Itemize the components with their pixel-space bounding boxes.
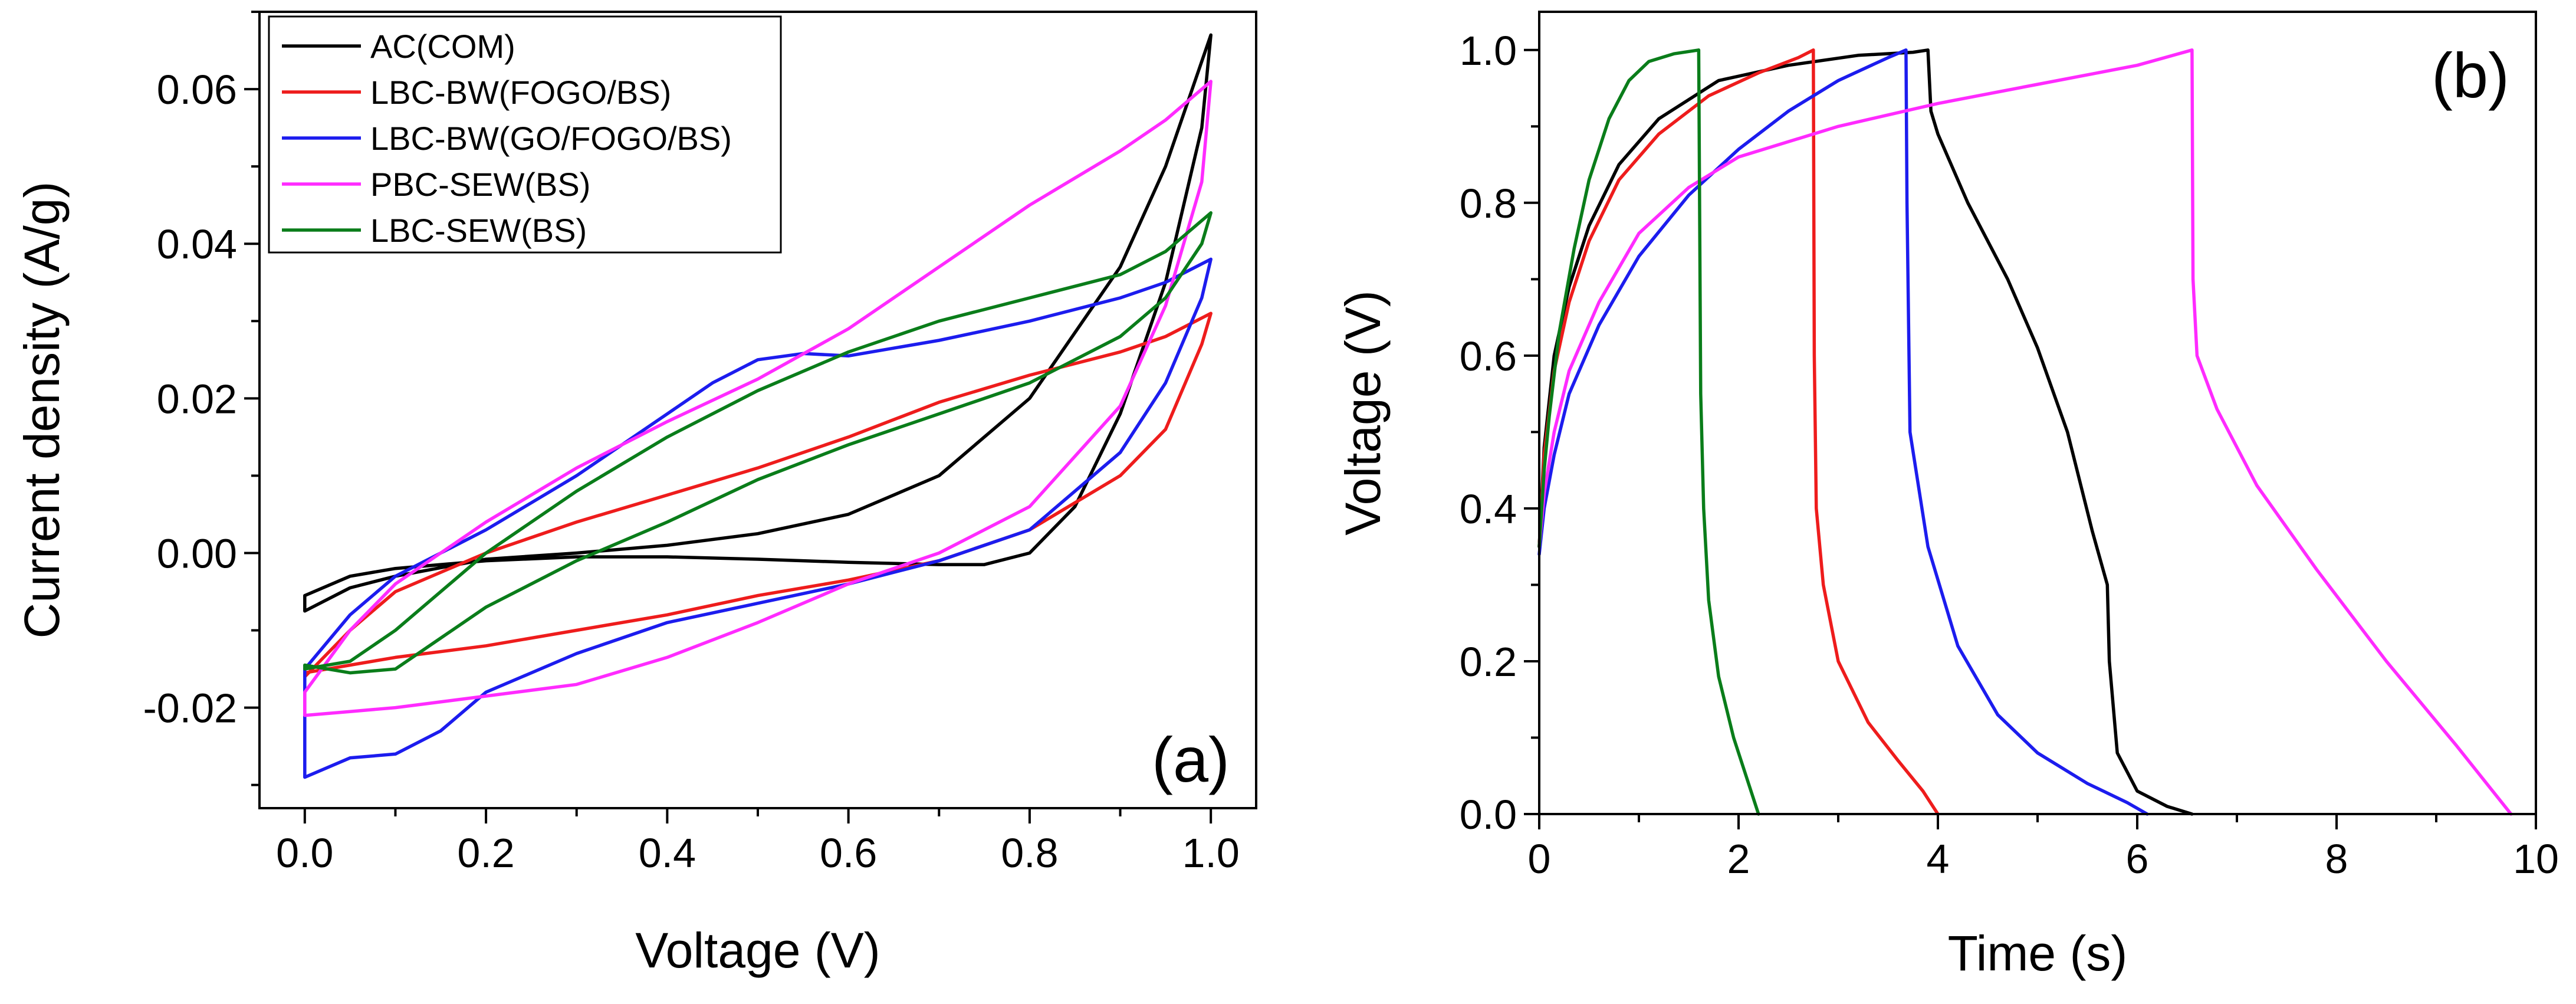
x-tick-label: 10 xyxy=(2513,836,2559,882)
x-tick-label: 0.0 xyxy=(276,830,333,876)
y-tick-label: 0.6 xyxy=(1460,333,1517,379)
x-tick-label: 1.0 xyxy=(1182,830,1240,876)
legend-label: LBC-BW(FOGO/BS) xyxy=(370,74,671,111)
y-tick-label: 0.00 xyxy=(157,530,237,576)
x-tick-label: 0.2 xyxy=(457,830,514,876)
x-tick-label: 0.8 xyxy=(1001,830,1058,876)
panel-b-ticks: 0 2 4 6 8 10 0.0 0.2 0.4 0.6 0.8 1.0 xyxy=(1460,28,2559,882)
series-line-b-3 xyxy=(1537,48,2513,816)
legend-label: LBC-BW(GO/FOGO/BS) xyxy=(370,120,732,157)
series-line-b-2 xyxy=(1537,48,2149,816)
x-tick-label: 4 xyxy=(1927,836,1950,882)
y-tick-label: 0.06 xyxy=(157,67,237,113)
y-tick-label: 0.8 xyxy=(1460,181,1517,227)
panel-b-y-axis-label: Voltage (V) xyxy=(1335,290,1391,536)
panel-b-series-group xyxy=(1537,48,2513,816)
x-tick-label: 2 xyxy=(1727,836,1750,882)
x-tick-label: 0 xyxy=(1528,836,1551,882)
x-tick-label: 6 xyxy=(2126,836,2149,882)
panel-b-galvanostatic-chart: 0 2 4 6 8 10 0.0 0.2 0.4 0.6 0.8 1.0 Time (s) Volta… xyxy=(1335,11,2559,981)
legend-label: LBC-SEW(BS) xyxy=(370,212,587,249)
panel-a-legend: AC(COM) LBC-BW(FOGO/BS) LBC-BW(GO/FOGO/BS)… xyxy=(268,15,782,254)
y-tick-label: -0.02 xyxy=(143,685,237,731)
series-line-a-4 xyxy=(303,211,1213,675)
legend-frame xyxy=(268,15,782,254)
series-line-b-1 xyxy=(1537,48,1940,816)
y-tick-label: 0.2 xyxy=(1460,639,1517,685)
x-tick-label: 0.4 xyxy=(639,830,696,876)
panel-a-y-axis-label: Current density (A/g) xyxy=(14,182,70,639)
series-line-a-1 xyxy=(303,311,1213,678)
x-tick-label: 0.6 xyxy=(820,830,877,876)
y-tick-label: 0.0 xyxy=(1460,792,1517,838)
panel-b-plot-frame xyxy=(1538,11,2537,815)
series-line-b-0 xyxy=(1537,48,2194,816)
series-line-a-2 xyxy=(303,257,1213,779)
y-tick-label: 0.04 xyxy=(157,221,237,267)
panel-a-ticks: 0.0 0.2 0.4 0.6 0.8 1.0 -0.02 0.00 0.02 0.04 0.06 xyxy=(143,11,1240,876)
panel-b-letter: (b) xyxy=(2432,40,2509,111)
series-line-a-3 xyxy=(303,80,1213,717)
panel-a-series-group xyxy=(303,33,1213,779)
panel-b-x-axis-label: Time (s) xyxy=(1948,926,2128,981)
legend-label: PBC-SEW(BS) xyxy=(370,166,590,203)
series-line-b-4 xyxy=(1537,48,1760,816)
x-tick-label: 8 xyxy=(2325,836,2348,882)
panel-a-x-axis-label: Voltage (V) xyxy=(635,923,880,978)
legend-label: AC(COM) xyxy=(370,28,515,65)
panel-a-letter: (a) xyxy=(1152,724,1230,795)
panel-a-cv-chart: 0.0 0.2 0.4 0.6 0.8 1.0-0.020.000.020.040.06 … xyxy=(14,11,1257,978)
y-tick-label: 0.4 xyxy=(1460,486,1517,532)
y-tick-label: 1.0 xyxy=(1460,28,1517,74)
y-tick-label: 0.02 xyxy=(157,376,237,422)
